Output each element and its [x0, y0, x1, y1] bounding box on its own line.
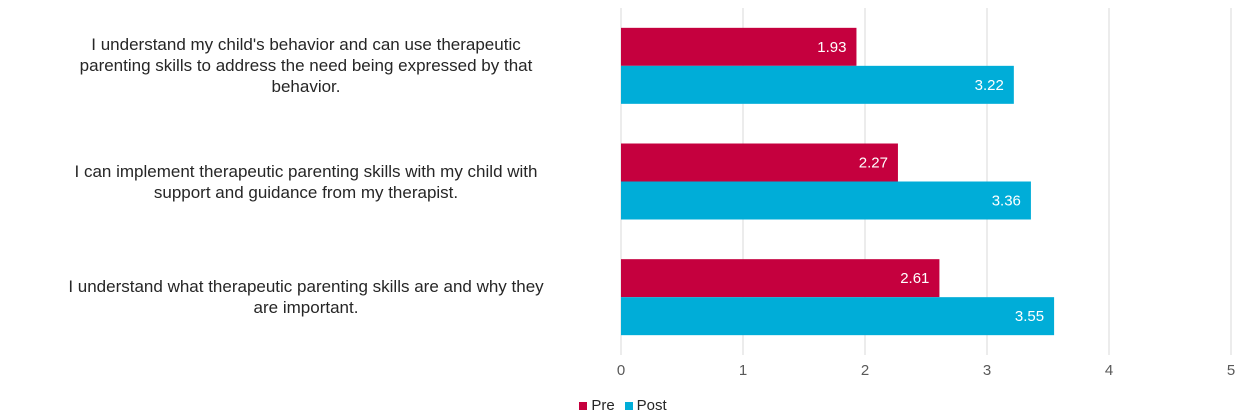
legend-swatch-post — [624, 401, 633, 410]
category-label-line: parenting skills to address the need bei… — [79, 56, 533, 76]
x-tick-label-3: 3 — [983, 362, 991, 379]
x-tick-label-2: 2 — [861, 362, 869, 379]
x-tick-label-5: 5 — [1227, 362, 1235, 379]
category-label-line: behavior. — [271, 77, 341, 97]
category-label-line: support and guidance from my therapist. — [153, 182, 459, 202]
chart-canvas: 0 1 2 3 4 5 1.93 3.22 2.27 3.36 2.61 3.55 — [617, 8, 1235, 379]
legend: Pre Post — [0, 397, 1246, 414]
category-label-3: I understand what therapeutic parenting … — [8, 276, 604, 318]
category-label-1: I understand my child's behavior and can… — [8, 34, 604, 97]
category-label-line: I understand what therapeutic parenting … — [68, 277, 544, 297]
category-label-line: I understand my child's behavior and can… — [91, 35, 521, 55]
category-label-line: are important. — [253, 298, 359, 318]
x-tick-label-1: 1 — [739, 362, 747, 379]
data-label-post-2: 3.36 — [992, 193, 1021, 210]
legend-item-post: Post — [624, 397, 667, 414]
data-label-post-3: 3.55 — [1015, 308, 1044, 325]
legend-item-pre: Pre — [579, 397, 615, 414]
x-tick-label-4: 4 — [1105, 362, 1113, 379]
legend-label-pre: Pre — [591, 397, 615, 414]
legend-swatch-pre — [579, 401, 588, 410]
bar-pre-2 — [621, 143, 898, 182]
data-label-pre-3: 2.61 — [900, 270, 929, 287]
data-label-post-1: 3.22 — [975, 77, 1004, 94]
category-label-line: I can implement therapeutic parenting sk… — [74, 161, 538, 181]
bar-pre-3 — [621, 259, 940, 298]
bar-post-1 — [621, 65, 1014, 104]
x-tick-label-0: 0 — [617, 362, 625, 379]
data-label-pre-1: 1.93 — [817, 39, 846, 56]
bar-pre-1 — [621, 27, 857, 66]
data-label-pre-2: 2.27 — [859, 155, 888, 172]
bar-post-2 — [621, 181, 1031, 220]
legend-label-post: Post — [636, 397, 667, 414]
category-label-2: I can implement therapeutic parenting sk… — [8, 161, 604, 203]
bar-post-3 — [621, 297, 1055, 336]
